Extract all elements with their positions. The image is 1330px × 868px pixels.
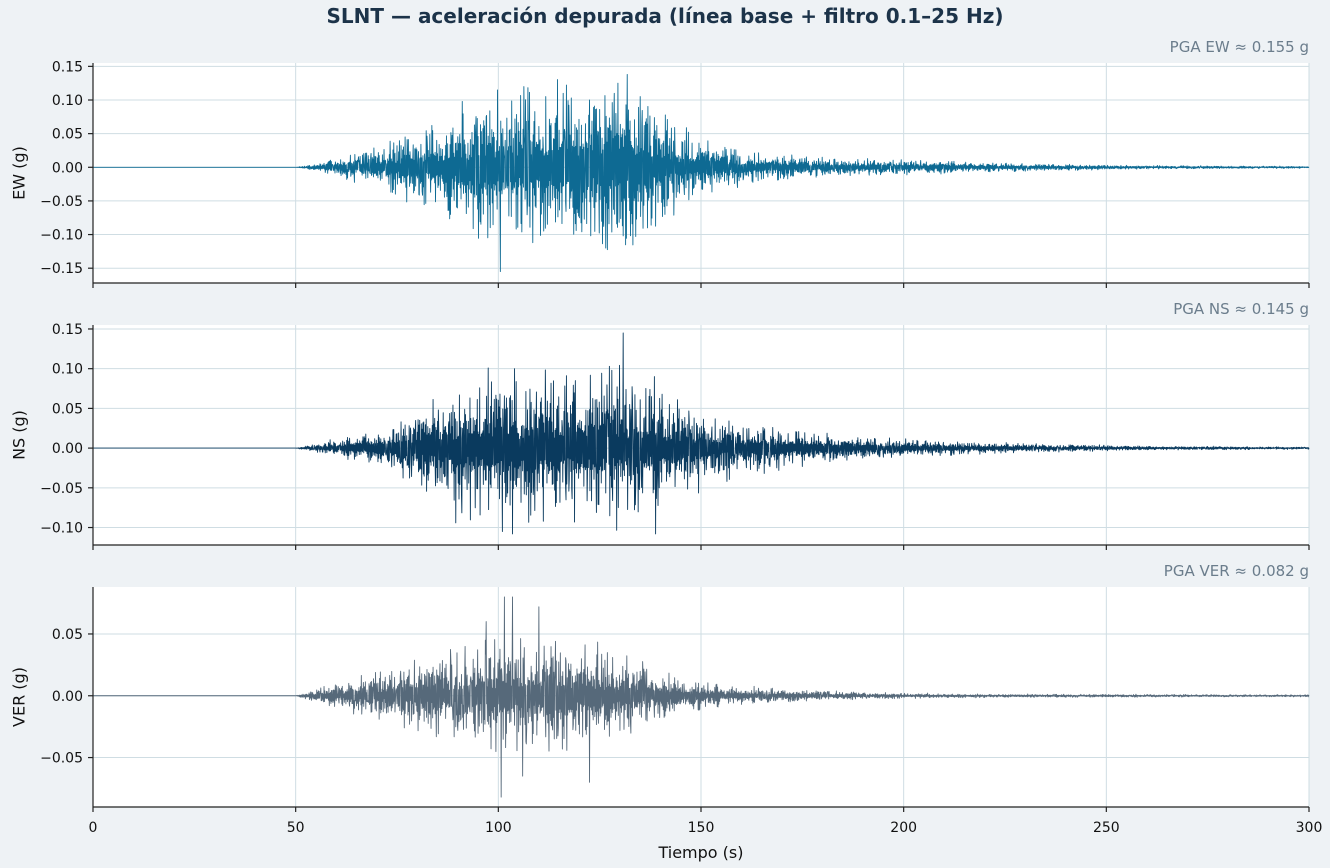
- y-tick-label: −0.10: [40, 521, 83, 537]
- y-tick-label: −0.05: [40, 751, 83, 767]
- waveform-ns: [92, 332, 1310, 535]
- x-ticks: 0 50 100 150 200 250 300: [89, 820, 1323, 836]
- y-tick-label: 0.00: [52, 441, 83, 457]
- y-tick-label: −0.05: [40, 481, 83, 497]
- y-tick-label: 0.00: [52, 160, 83, 176]
- waveform-trace-ns: [92, 332, 1310, 535]
- y-axis-label-ver: VER (g): [10, 667, 29, 727]
- axes-ver: [92, 587, 1310, 812]
- y-tick-label: −0.10: [40, 228, 83, 244]
- y-ticks-ns: −0.10 −0.05 0.00 0.05 0.10 0.15: [40, 322, 93, 537]
- waveform-trace-ver: [92, 596, 1310, 798]
- x-axis-label: Tiempo (s): [657, 843, 743, 862]
- y-ticks-ew: −0.15 −0.10 −0.05 0.00 0.05 0.10 0.15: [40, 59, 93, 277]
- x-tick-label: 100: [485, 820, 512, 836]
- panel-ver: −0.05 0.00 0.05 VER (g) PGA VER ≈ 0.082 g: [10, 562, 1310, 812]
- waveform-ver: [92, 596, 1310, 798]
- x-tick-label: 250: [1093, 820, 1120, 836]
- y-tick-label: 0.15: [52, 59, 83, 75]
- pga-annotation-ns: PGA NS ≈ 0.145 g: [1173, 300, 1309, 318]
- chart-title: SLNT — aceleración depurada (línea base …: [326, 4, 1003, 28]
- y-axis-label-ns: NS (g): [10, 410, 29, 460]
- y-tick-label: 0.10: [52, 362, 83, 378]
- x-tick-label: 200: [890, 820, 917, 836]
- y-tick-label: −0.15: [40, 261, 83, 277]
- y-tick-label: 0.05: [52, 627, 83, 643]
- waveform-trace-ew: [92, 73, 1310, 273]
- x-tick-label: 300: [1296, 820, 1323, 836]
- y-tick-label: 0.00: [52, 689, 83, 705]
- panel-ew: −0.15 −0.10 −0.05 0.00 0.05 0.10 0.15 EW (g) P…: [10, 38, 1310, 288]
- x-tick-label: 0: [89, 820, 98, 836]
- y-tick-label: −0.05: [40, 194, 83, 210]
- y-axis-label-ew: EW (g): [10, 146, 29, 200]
- panel-ns: −0.10 −0.05 0.00 0.05 0.10 0.15 NS (g) PGA NS…: [10, 300, 1310, 550]
- x-tick-label: 150: [688, 820, 715, 836]
- y-tick-label: 0.10: [52, 93, 83, 109]
- pga-annotation-ew: PGA EW ≈ 0.155 g: [1170, 38, 1309, 56]
- x-tick-label: 50: [287, 820, 305, 836]
- axes-ns: [92, 325, 1310, 550]
- pga-annotation-ver: PGA VER ≈ 0.082 g: [1164, 562, 1309, 580]
- y-tick-label: 0.05: [52, 127, 83, 143]
- y-tick-label: 0.15: [52, 322, 83, 338]
- y-ticks-ver: −0.05 0.00 0.05: [40, 627, 93, 767]
- y-tick-label: 0.05: [52, 401, 83, 417]
- waveform-ew: [92, 73, 1310, 273]
